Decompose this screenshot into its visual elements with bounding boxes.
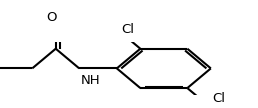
Text: NH: NH [80,74,100,87]
Text: O: O [46,11,56,24]
Text: Cl: Cl [121,23,134,36]
Text: Cl: Cl [212,92,225,105]
